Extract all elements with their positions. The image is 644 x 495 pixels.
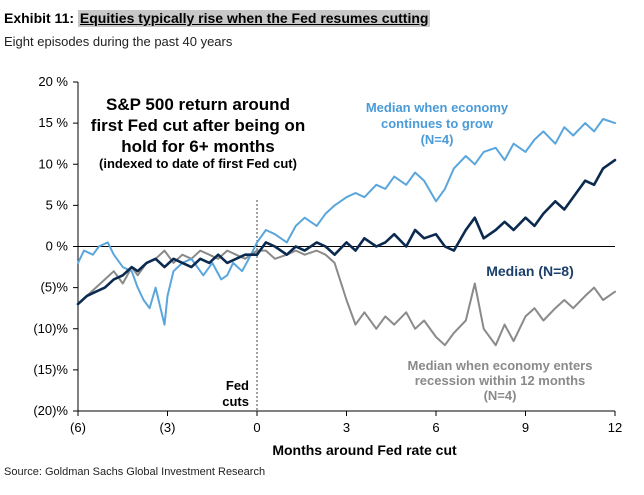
source-note: Source: Goldman Sachs Global Investment … <box>4 466 266 478</box>
label-recession: recession within 12 months <box>415 373 586 388</box>
x-tick-label: 6 <box>432 420 439 435</box>
label-grow: Median when economy <box>366 100 509 115</box>
y-tick-label: 20 % <box>38 74 68 89</box>
fed-cut-label: cuts <box>222 394 249 409</box>
exhibit-number: Exhibit 11: <box>4 10 75 26</box>
chart-title-line: hold for 6+ months <box>121 137 274 156</box>
x-tick-label: 9 <box>522 420 529 435</box>
exhibit-headline: Equities typically rise when the Fed res… <box>77 10 431 27</box>
label-recession: Median when economy enters <box>408 358 593 373</box>
label-median: Median (N=8) <box>486 263 574 279</box>
x-tick-label: 12 <box>608 420 622 435</box>
chart-title-line: S&P 500 return around <box>106 95 290 114</box>
x-axis-title: Months around Fed rate cut <box>272 442 457 458</box>
y-tick-label: 10 % <box>38 156 68 171</box>
chart-subtitle: (indexed to date of first Fed cut) <box>99 156 297 171</box>
x-tick-label: 0 <box>253 420 260 435</box>
axes: 20 % 15 % 10 % 5 % 0 % (5)% (10)% (15)% (20)%(6)… <box>33 74 622 458</box>
label-grow: continues to grow <box>381 116 494 131</box>
y-tick-label: (10)% <box>33 321 68 336</box>
y-tick-label: 15 % <box>38 115 68 130</box>
label-recession: (N=4) <box>484 388 517 403</box>
exhibit-subtitle: Eight episodes during the past 40 years <box>4 34 233 49</box>
exhibit-title: Exhibit 11: Equities typically rise when… <box>4 10 431 27</box>
series-layer <box>76 118 617 347</box>
label-grow: (N=4) <box>421 132 454 147</box>
series-line-grow <box>77 118 616 326</box>
y-tick-label: (15)% <box>33 362 68 377</box>
x-tick-label: 3 <box>343 420 350 435</box>
y-tick-label: 0 % <box>46 239 69 254</box>
y-tick-label: (5)% <box>41 280 69 295</box>
x-tick-label: (6) <box>70 420 86 435</box>
y-tick-label: 5 % <box>46 197 69 212</box>
y-tick-label: (20)% <box>33 403 68 418</box>
fed-cut-label: Fed <box>226 378 249 393</box>
x-tick-label: (3) <box>160 420 176 435</box>
series-line-median <box>76 158 617 306</box>
chart-title-line: first Fed cut after being on <box>91 116 305 135</box>
series-line-recession <box>77 249 616 347</box>
